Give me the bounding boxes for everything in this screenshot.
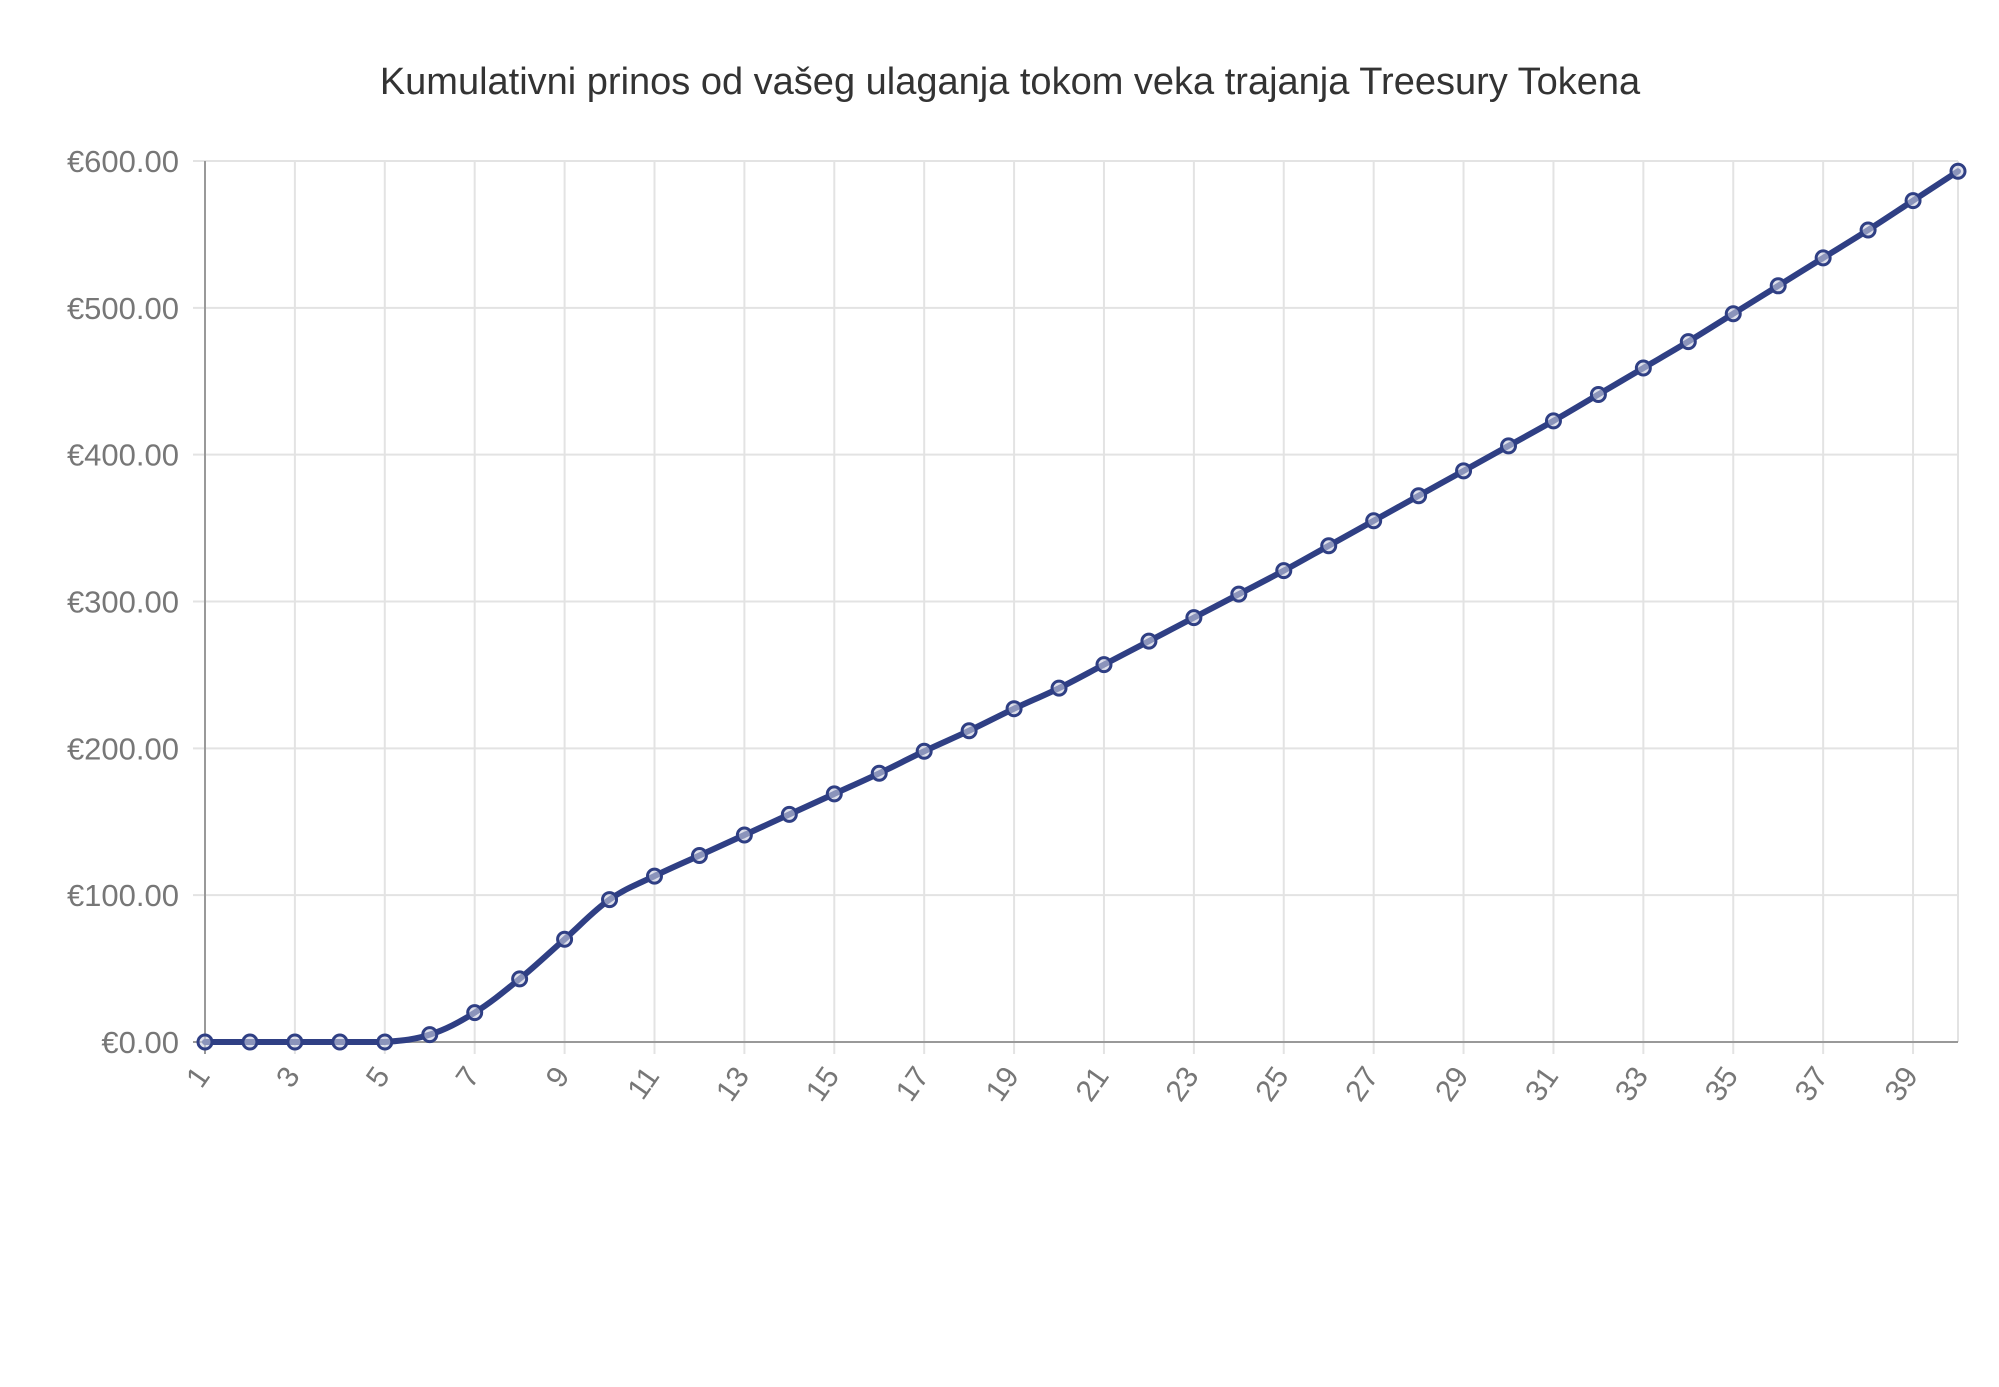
data-point xyxy=(1769,277,1787,295)
data-point xyxy=(601,891,619,909)
data-point xyxy=(1410,487,1428,505)
y-tick-label: €0.00 xyxy=(101,1025,179,1060)
data-point xyxy=(1095,656,1113,674)
data-point xyxy=(825,785,843,803)
data-point xyxy=(1275,562,1293,580)
x-tick-label: 9 xyxy=(540,1061,577,1094)
data-point xyxy=(1230,585,1248,603)
data-point xyxy=(1724,305,1742,323)
x-tick-label: 13 xyxy=(710,1061,756,1107)
y-tick-label: €400.00 xyxy=(67,438,179,473)
x-tick-label: 25 xyxy=(1249,1061,1295,1107)
x-tick-label: 7 xyxy=(450,1061,487,1094)
data-point xyxy=(1589,385,1607,403)
data-point xyxy=(870,764,888,782)
data-point xyxy=(241,1033,259,1051)
data-point xyxy=(1949,162,1967,180)
y-tick-label: €100.00 xyxy=(67,878,179,913)
data-point xyxy=(1320,537,1338,555)
y-tick-label: €300.00 xyxy=(67,585,179,620)
series-layer xyxy=(196,162,1967,1051)
data-point xyxy=(421,1026,439,1044)
data-point xyxy=(331,1033,349,1051)
data-point xyxy=(1859,221,1877,239)
x-tick-label: 15 xyxy=(800,1061,846,1107)
x-tick-label: 29 xyxy=(1429,1061,1475,1107)
data-point xyxy=(1500,437,1518,455)
x-tick-label: 27 xyxy=(1339,1061,1385,1107)
y-tick-label: €500.00 xyxy=(67,291,179,326)
data-point xyxy=(1634,359,1652,377)
y-axis-ticks: €0.00 €100.00 €200.00 €300.00 €400.00 €500.00… xyxy=(67,144,179,1060)
data-point xyxy=(645,867,663,885)
x-tick-label: 35 xyxy=(1699,1061,1745,1107)
x-tick-label: 17 xyxy=(890,1061,936,1107)
data-point xyxy=(376,1033,394,1051)
x-tick-label: 37 xyxy=(1789,1061,1835,1107)
data-point xyxy=(915,742,933,760)
x-tick-label: 11 xyxy=(621,1061,666,1105)
data-point xyxy=(1814,249,1832,267)
data-point xyxy=(1185,609,1203,627)
data-point xyxy=(1140,632,1158,650)
x-tick-label: 31 xyxy=(1519,1061,1565,1107)
data-point xyxy=(1005,700,1023,718)
grid xyxy=(193,160,1959,1054)
chart-title: Kumulativni prinos od vašeg ulaganja tok… xyxy=(380,61,1641,103)
data-point xyxy=(960,722,978,740)
y-tick-label: €200.00 xyxy=(67,731,179,766)
data-point xyxy=(690,847,708,865)
x-tick-label: 5 xyxy=(360,1061,397,1094)
y-tick-label: €600.00 xyxy=(67,144,179,179)
x-axis-ticks: 1 3 5 7 9 11 13 15 17 19 21 23 25 27 29 31 33 35 37 39 xyxy=(180,1061,1925,1107)
x-tick-label: 21 xyxy=(1070,1061,1116,1107)
x-tick-label: 33 xyxy=(1609,1061,1655,1107)
data-point xyxy=(780,805,798,823)
x-tick-label: 3 xyxy=(270,1061,307,1094)
data-point xyxy=(286,1033,304,1051)
data-point xyxy=(1365,512,1383,530)
x-tick-label: 39 xyxy=(1879,1061,1925,1107)
data-point xyxy=(735,826,753,844)
x-tick-label: 1 xyxy=(180,1061,217,1094)
data-point xyxy=(556,930,574,948)
data-point xyxy=(1544,412,1562,430)
data-point xyxy=(196,1033,214,1051)
data-point xyxy=(1050,679,1068,697)
series-line xyxy=(202,168,1961,1045)
data-point xyxy=(466,1004,484,1022)
axes xyxy=(193,161,1958,1054)
x-tick-label: 19 xyxy=(980,1061,1026,1107)
data-point xyxy=(511,970,529,988)
data-point xyxy=(1679,333,1697,351)
x-tick-label: 23 xyxy=(1159,1061,1205,1107)
data-point xyxy=(1455,462,1473,480)
data-point xyxy=(1904,192,1922,210)
